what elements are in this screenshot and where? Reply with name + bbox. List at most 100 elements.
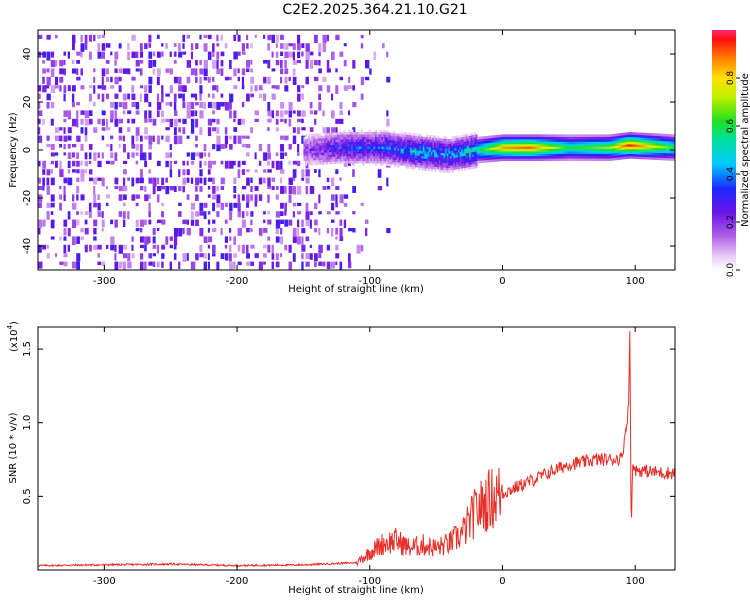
- snr-panel: -300 -200 -100 0 100 0.51.01.5 Height of str…: [6, 321, 676, 596]
- signal-cell: [535, 146, 539, 149]
- signal-cell: [510, 156, 513, 159]
- signal-cell: [375, 144, 378, 147]
- signal-cell: [365, 153, 368, 157]
- signal-cell: [394, 142, 397, 146]
- signal-cell: [365, 156, 368, 159]
- signal-cell: [648, 157, 652, 160]
- signal-cell: [340, 136, 343, 140]
- signal-cell: [524, 139, 527, 142]
- signal-cell: [650, 157, 653, 160]
- signal-cell: [475, 146, 478, 150]
- signal-cell: [648, 137, 652, 141]
- signal-cell: [626, 144, 629, 147]
- signal-cell: [534, 136, 537, 140]
- noise-cell: [63, 244, 67, 254]
- signal-cell: [454, 167, 457, 170]
- signal-cell: [513, 144, 516, 147]
- signal-cell: [427, 161, 430, 164]
- signal-cell: [362, 151, 365, 154]
- signal-cell: [516, 134, 520, 137]
- signal-cell: [351, 132, 354, 135]
- signal-cell: [371, 158, 375, 161]
- signal-cell: [392, 137, 395, 141]
- signal-cell: [664, 141, 668, 144]
- signal-cell: [348, 132, 351, 135]
- signal-cell: [639, 142, 642, 145]
- signal-cell: [400, 136, 403, 140]
- signal-cell: [406, 149, 410, 152]
- noise-cell: [267, 152, 271, 160]
- noise-cell: [135, 144, 140, 151]
- signal-cell: [344, 144, 348, 147]
- signal-cell: [430, 154, 434, 157]
- noise-cell: [63, 110, 68, 117]
- signal-cell: [586, 156, 590, 159]
- signal-cell: [543, 139, 547, 142]
- noise-cell: [76, 118, 79, 128]
- noise-cell: [42, 160, 47, 169]
- signal-cell: [548, 148, 551, 152]
- noise-cell: [314, 118, 317, 125]
- signal-cell: [453, 136, 456, 139]
- noise-cell: [216, 211, 220, 217]
- signal-cell: [351, 144, 354, 147]
- signal-cell: [537, 156, 540, 159]
- signal-cell: [631, 136, 634, 140]
- noise-cell: [280, 34, 284, 40]
- signal-cell: [478, 148, 481, 152]
- signal-cell: [607, 146, 610, 149]
- noise-cell: [46, 85, 50, 89]
- noise-cell: [297, 219, 300, 228]
- signal-cell: [521, 139, 524, 142]
- noise-cell: [318, 244, 323, 254]
- signal-cell: [422, 153, 426, 157]
- noise-cell: [237, 228, 242, 236]
- signal-cell: [655, 133, 658, 136]
- signal-cell: [492, 152, 496, 155]
- signal-cell: [405, 158, 408, 162]
- noise-cell: [284, 51, 289, 59]
- noise-cell: [275, 60, 280, 66]
- signal-cell: [615, 157, 618, 161]
- noise-cell: [178, 76, 182, 85]
- signal-cell: [588, 151, 591, 154]
- noise-cell: [386, 110, 389, 117]
- signal-cell: [416, 152, 419, 156]
- noise-cell: [292, 253, 296, 262]
- signal-cell: [499, 139, 502, 143]
- signal-cell: [448, 139, 451, 142]
- signal-cell: [531, 156, 534, 159]
- signal-cell: [338, 132, 341, 135]
- noise-cell: [63, 68, 66, 76]
- signal-cell: [650, 145, 653, 148]
- noise-cell: [301, 118, 304, 124]
- noise-cell: [135, 228, 140, 232]
- signal-cell: [476, 146, 480, 149]
- signal-cell: [510, 153, 513, 157]
- signal-cell: [639, 139, 642, 143]
- noise-cell: [50, 211, 54, 215]
- signal-cell: [379, 144, 383, 147]
- signal-cell: [631, 146, 634, 150]
- signal-cell: [413, 138, 416, 141]
- signal-cell: [672, 155, 675, 159]
- signal-cell: [566, 156, 569, 159]
- signal-cell: [319, 135, 322, 139]
- signal-cell: [316, 155, 319, 158]
- noise-cell: [59, 68, 64, 75]
- signal-cell: [355, 134, 359, 137]
- signal-cell: [462, 141, 465, 145]
- signal-cell: [398, 145, 402, 149]
- signal-cell: [419, 158, 422, 161]
- noise-cell: [114, 76, 119, 85]
- noise-cell: [105, 43, 111, 48]
- noise-cell: [305, 177, 310, 184]
- noise-cell: [190, 127, 195, 134]
- signal-cell: [481, 136, 484, 139]
- signal-cell: [534, 148, 537, 152]
- signal-cell: [352, 139, 355, 142]
- signal-cell: [454, 155, 457, 158]
- signal-cell: [398, 133, 402, 137]
- signal-cell: [626, 151, 629, 155]
- noise-cell: [348, 261, 352, 269]
